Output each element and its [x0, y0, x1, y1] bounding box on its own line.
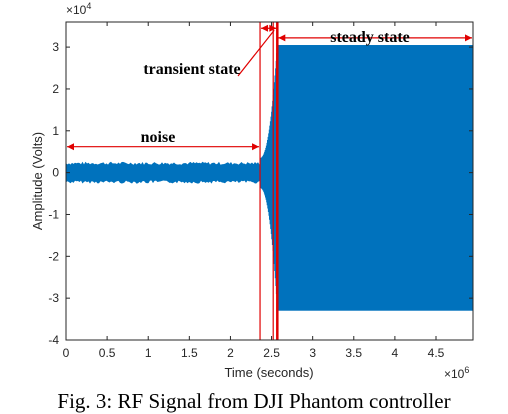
transient-pointer: [237, 29, 275, 77]
transient-state-label: transient state: [143, 61, 240, 78]
y-axis-label: Amplitude (Volts): [30, 132, 45, 230]
y-tick-label: -3: [48, 291, 59, 305]
y-tick-label: -1: [48, 207, 59, 221]
y-tick-label: -4: [48, 333, 59, 347]
y-exponent-label: ×104: [66, 1, 91, 17]
y-axis: -4 -3 -2 -1 0 1 2 3: [48, 40, 473, 347]
x-tick-label: 4: [392, 346, 399, 360]
noise-arrow: [67, 143, 260, 151]
y-tick-label: 3: [52, 40, 59, 54]
x-tick-label: 1: [145, 346, 152, 360]
x-axis-label: Time (seconds): [224, 365, 313, 380]
x-tick-label: 0.5: [99, 346, 116, 360]
steady-state-label: steady state: [330, 29, 410, 46]
x-axis: 0 0.5 1 1.5 2 2.5 3 3.5 4 4.5: [63, 22, 445, 360]
steady-segment: [277, 45, 473, 311]
annotations: [67, 22, 472, 340]
y-tick-label: 1: [52, 124, 59, 138]
transient-segment: [259, 44, 278, 303]
y-tick-label: 0: [52, 166, 59, 180]
x-tick-label: 2.5: [263, 346, 280, 360]
transient-arrow: [261, 24, 277, 32]
signal-series: [66, 44, 473, 311]
x-tick-label: 3.5: [345, 346, 362, 360]
plot-frame: [65, 21, 474, 341]
x-tick-label: 1.5: [181, 346, 198, 360]
x-tick-label: 4.5: [428, 346, 445, 360]
x-tick-label: 2: [227, 346, 234, 360]
x-exponent-label: ×106: [444, 365, 469, 381]
figure-caption: Fig. 3: RF Signal from DJI Phantom contr…: [57, 389, 451, 413]
y-tick-label: 2: [52, 82, 59, 96]
x-tick-label: 0: [63, 346, 70, 360]
noise-segment: [66, 161, 260, 184]
noise-label: noise: [141, 129, 176, 146]
chart: 0 0.5 1 1.5 2 2.5 3 3.5 4 4.5 -4 -3 -2 -1 0 1 2 3 ×104 ×…: [30, 1, 474, 381]
y-tick-label: -2: [48, 249, 59, 263]
x-tick-label: 3: [309, 346, 316, 360]
steady-arrow: [278, 34, 472, 42]
